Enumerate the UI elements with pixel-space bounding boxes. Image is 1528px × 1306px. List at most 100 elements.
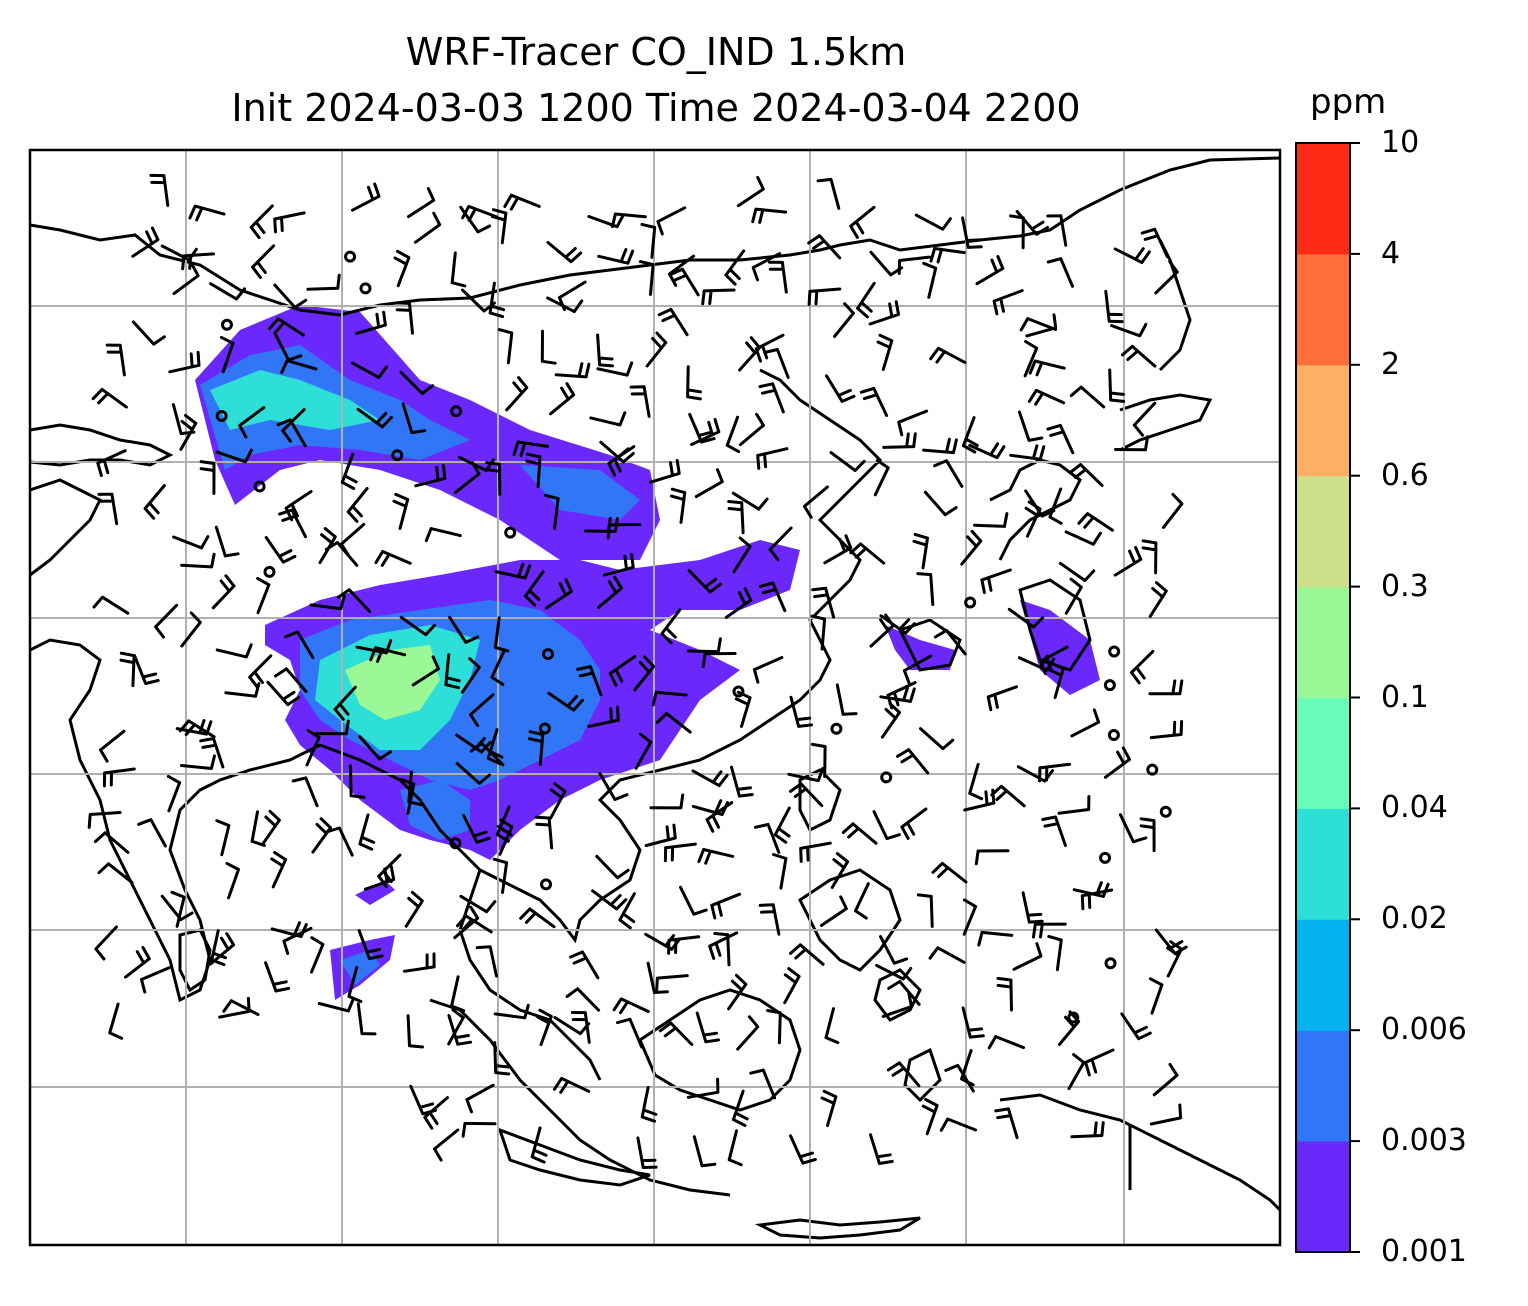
wind-barb bbox=[569, 950, 600, 980]
wind-barb bbox=[1009, 214, 1025, 250]
wind-barb bbox=[549, 382, 576, 416]
wind-barb-calm bbox=[215, 409, 228, 422]
wind-barb bbox=[763, 348, 790, 379]
wind-barb bbox=[807, 234, 842, 260]
colorbar-tick-label: 10 bbox=[1381, 125, 1420, 160]
wind-barb bbox=[629, 385, 651, 418]
wind-barb bbox=[530, 1126, 548, 1164]
wind-barb bbox=[751, 207, 788, 224]
wind-barb bbox=[1114, 435, 1149, 452]
wind-barb bbox=[512, 440, 549, 457]
wind-barb bbox=[974, 849, 1010, 866]
wind-barb bbox=[658, 1021, 694, 1046]
wind-barb bbox=[1017, 410, 1044, 442]
wind-barb bbox=[900, 807, 928, 840]
wind-barb bbox=[649, 793, 685, 810]
wind-barb bbox=[1140, 227, 1169, 259]
wind-barb bbox=[492, 857, 509, 894]
wind-barb bbox=[1048, 487, 1063, 525]
wind-barb bbox=[649, 459, 681, 484]
wind-barb bbox=[576, 665, 603, 697]
coastline bbox=[178, 928, 212, 993]
wind-barb bbox=[346, 487, 369, 523]
wind-barb bbox=[1152, 1062, 1179, 1097]
wind-barb bbox=[505, 376, 529, 412]
wind-barb bbox=[841, 822, 878, 845]
wind-barb bbox=[448, 615, 480, 644]
wind-barb bbox=[1039, 645, 1069, 675]
wind-barb bbox=[284, 630, 315, 660]
wind-barb bbox=[215, 448, 253, 464]
wind-barb bbox=[655, 974, 689, 993]
wind-barb bbox=[610, 212, 647, 229]
wind-barb bbox=[450, 251, 467, 288]
colorbar-tick-label: 0.02 bbox=[1381, 901, 1448, 937]
wind-barb bbox=[767, 260, 788, 294]
wind-barb bbox=[238, 406, 266, 439]
wind-barb bbox=[108, 1002, 124, 1040]
wind-barb bbox=[494, 562, 532, 580]
wind-barb bbox=[282, 926, 313, 955]
wind-barb bbox=[102, 767, 136, 788]
wind-barb bbox=[710, 892, 742, 920]
wind-barb bbox=[596, 333, 614, 368]
wind-barb bbox=[752, 656, 784, 684]
wind-barb-calm bbox=[732, 685, 745, 698]
wind-barb bbox=[358, 735, 392, 761]
wind-barb bbox=[914, 213, 952, 231]
wind-barb bbox=[291, 776, 319, 808]
wind-barb bbox=[697, 848, 735, 865]
wind-barb bbox=[140, 966, 171, 994]
wind-barb bbox=[597, 575, 623, 609]
wind-barb bbox=[686, 365, 702, 401]
wind-barb bbox=[994, 1107, 1019, 1140]
wind-barb bbox=[688, 412, 716, 444]
wind-barb bbox=[424, 527, 462, 543]
wind-barb-calm bbox=[830, 722, 843, 735]
wind-barb bbox=[493, 1003, 530, 1020]
wind-barb bbox=[447, 1014, 473, 1046]
wind-barb bbox=[835, 683, 858, 716]
wind-barb bbox=[133, 654, 160, 685]
wind-barb bbox=[980, 568, 1012, 595]
wind-barb bbox=[178, 719, 216, 739]
wind-barb bbox=[1139, 817, 1156, 853]
wind-barb bbox=[485, 461, 502, 496]
wind-barb bbox=[1162, 492, 1184, 529]
wind-barb bbox=[1113, 247, 1151, 264]
coastline bbox=[1018, 578, 1092, 672]
colorbar-segment bbox=[1296, 1030, 1350, 1142]
wind-barb bbox=[490, 648, 506, 686]
wind-barb bbox=[172, 535, 210, 550]
wind-barb bbox=[731, 1089, 749, 1127]
wind-barb bbox=[131, 226, 160, 258]
wind-barb-calm bbox=[1159, 805, 1172, 818]
wind-barb bbox=[1064, 530, 1102, 546]
wind-barb bbox=[124, 945, 151, 979]
wind-barb bbox=[493, 1041, 511, 1076]
wind-barb bbox=[249, 204, 274, 240]
wind-barb bbox=[612, 997, 650, 1015]
wind-barb bbox=[1012, 942, 1043, 971]
wind-barb bbox=[523, 570, 545, 607]
wind-barb bbox=[657, 307, 689, 337]
wind-barb bbox=[1057, 795, 1091, 815]
coastline bbox=[30, 478, 103, 577]
wind-barb bbox=[549, 782, 567, 820]
wind-barb bbox=[465, 1083, 495, 1114]
wind-barb bbox=[168, 350, 201, 374]
wind-barb bbox=[94, 925, 118, 961]
wind-barb bbox=[248, 654, 273, 689]
wind-barb bbox=[314, 719, 350, 736]
wind-barb bbox=[317, 997, 355, 1013]
wind-barb bbox=[691, 769, 729, 788]
wind-barb bbox=[166, 774, 182, 813]
wind-barb-calm bbox=[504, 526, 517, 539]
wind-barb bbox=[274, 667, 308, 693]
wind-barb bbox=[823, 534, 853, 565]
wind-barb bbox=[833, 302, 855, 338]
wind-barb bbox=[333, 685, 357, 721]
wind-barb bbox=[854, 882, 870, 920]
wind-barb bbox=[820, 1089, 838, 1127]
wind-barb bbox=[772, 853, 788, 890]
